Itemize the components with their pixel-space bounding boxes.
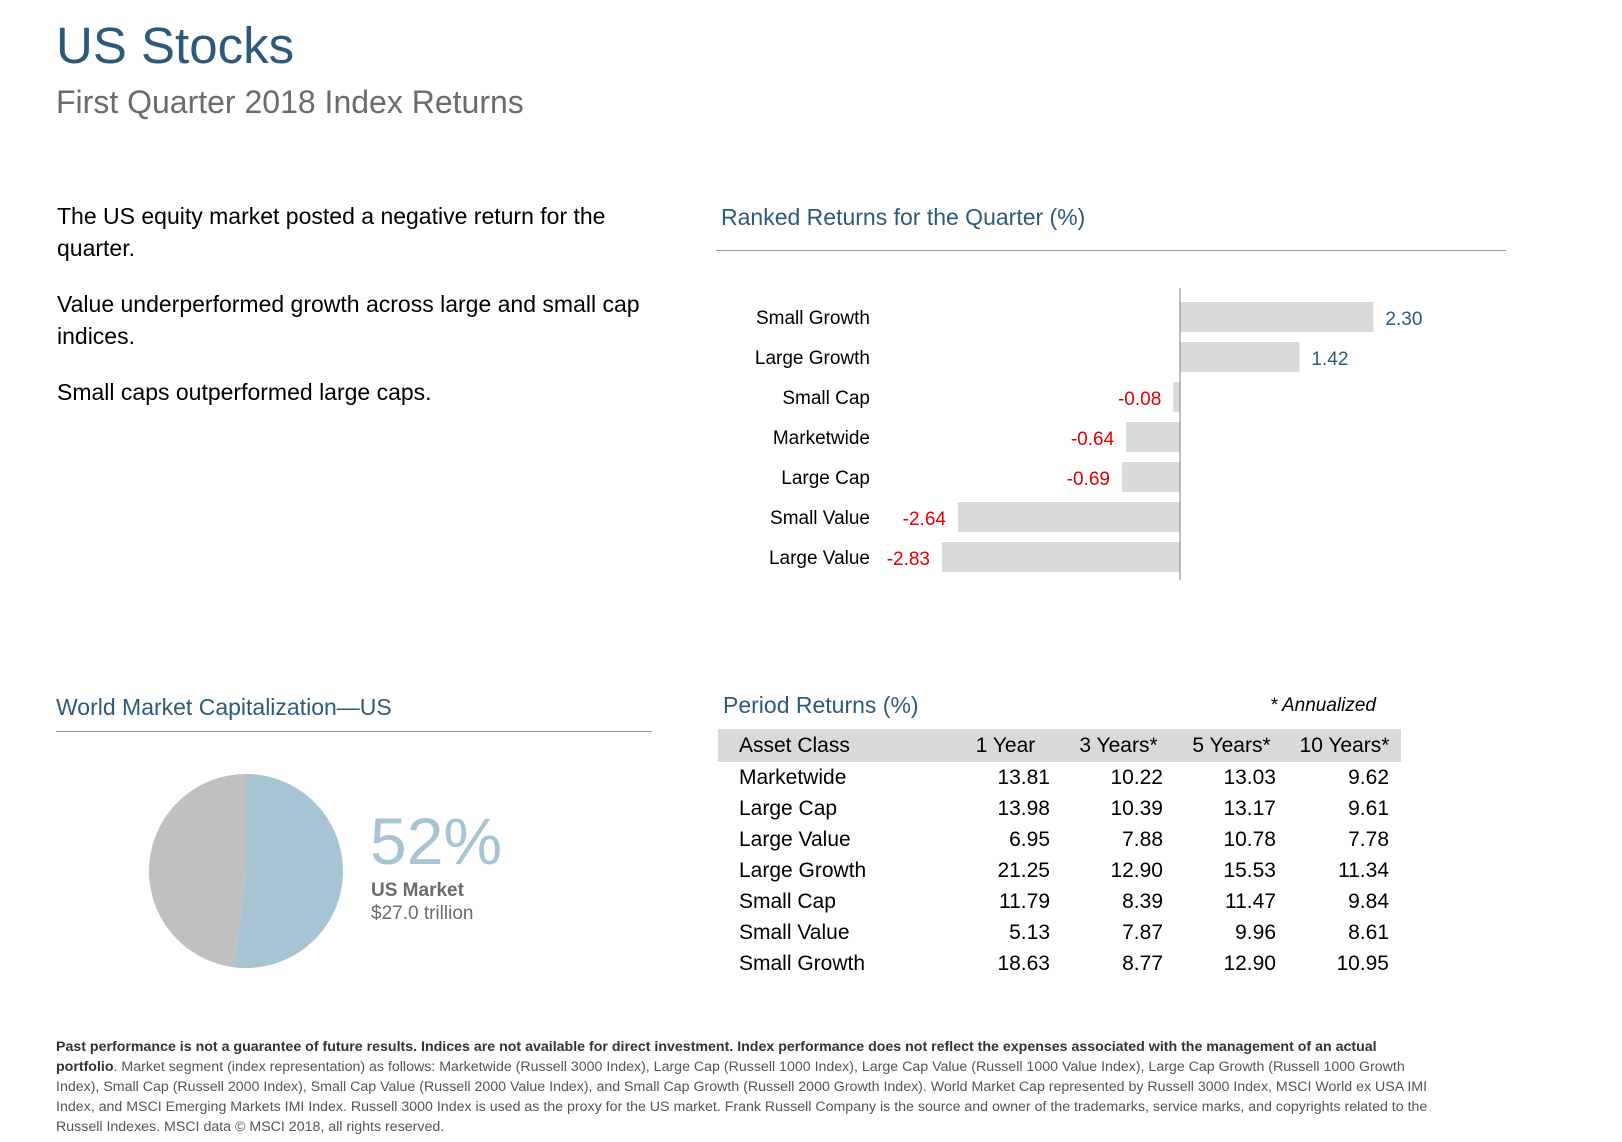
disclaimer-footnote: Past performance is not a guarantee of f… [56,1037,1431,1137]
return-cell: 13.03 [1223,765,1276,789]
table-row: Small Value 5.13 7.87 9.96 8.61 [718,917,1401,948]
return-cell: 8.77 [1122,951,1163,975]
page-title: US Stocks [56,17,295,74]
column-header: 3 Years* [1062,729,1175,762]
world-cap-divider [56,731,652,732]
column-header: Asset Class [718,729,949,762]
table-row: Marketwide 13.81 10.22 13.03 9.62 [718,762,1401,793]
return-cell: 9.96 [1235,920,1276,944]
category-label: Large Growth [755,348,870,369]
summary-bullets: The US equity market posted a negative r… [57,200,667,432]
return-cell: 15.53 [1223,858,1276,882]
return-cell: 8.61 [1348,920,1389,944]
return-cell: 11.34 [1338,858,1389,882]
return-cell: 12.90 [1110,858,1163,882]
bar [1180,342,1300,372]
category-label: Large Cap [781,468,870,489]
return-cell: 7.87 [1122,920,1163,944]
ranked-returns-divider [716,250,1506,251]
summary-bullet: The US equity market posted a negative r… [57,203,606,261]
table-header-row: Asset Class 1 Year 3 Years* 5 Years* 10 … [718,729,1401,762]
annualized-note: * Annualized [1270,695,1376,716]
return-cell: 13.17 [1223,796,1276,820]
bar [1126,422,1180,452]
table-row: Small Cap 11.79 8.39 11.47 9.84 [718,886,1401,917]
world-cap-title: World Market Capitalization—US [56,694,392,720]
us-market-share-percent: 52% [370,804,503,878]
disclaimer-bold: Past performance is not a guarantee of f… [56,1039,1377,1075]
period-returns-title: Period Returns (%) [723,692,919,718]
asset-class-cell: Large Value [739,827,851,851]
category-label: Small Value [770,508,870,529]
value-label: 1.42 [1311,349,1348,370]
category-label: Marketwide [773,428,870,449]
disclaimer-text: . Market segment (index representation) … [56,1059,1428,1135]
table-row: Large Growth 21.25 12.90 15.53 11.34 [718,855,1401,886]
return-cell: 11.79 [999,889,1050,913]
table-row: Large Cap 13.98 10.39 13.17 9.61 [718,793,1401,824]
ranked-returns-title: Ranked Returns for the Quarter (%) [721,204,1086,230]
pie-slice-rest-of-world [148,774,246,968]
value-label: -2.83 [887,549,930,570]
period-returns-table: Asset Class 1 Year 3 Years* 5 Years* 10 … [718,729,1401,979]
asset-class-cell: Marketwide [739,765,847,789]
table-row: Small Growth 18.63 8.77 12.90 10.95 [718,948,1401,979]
page-subtitle: First Quarter 2018 Index Returns [56,84,524,120]
return-cell: 10.39 [1110,796,1163,820]
return-cell: 12.90 [1223,951,1276,975]
return-cell: 21.25 [997,858,1050,882]
pie-slice-us-market [233,774,343,968]
asset-class-cell: Small Cap [739,889,836,913]
return-cell: 10.95 [1336,951,1389,975]
bar [1173,382,1180,412]
bar [942,542,1180,572]
column-header: 1 Year [949,729,1062,762]
asset-class-cell: Large Cap [739,796,838,820]
bar [957,502,1180,532]
return-cell: 5.13 [1009,920,1050,944]
category-label: Small Cap [782,388,870,409]
asset-class-cell: Small Growth [739,951,866,975]
return-cell: 13.98 [997,796,1050,820]
category-label: Large Value [769,548,870,569]
return-cell: 9.61 [1348,796,1389,820]
asset-class-cell: Small Value [739,920,850,944]
return-cell: 10.22 [1110,765,1163,789]
bar [1121,462,1180,492]
return-cell: 18.63 [997,951,1050,975]
world-cap-pie-chart [148,774,343,968]
value-label: -0.08 [1118,389,1161,410]
column-header: 5 Years* [1175,729,1288,762]
value-label: -0.64 [1071,429,1115,450]
column-header: 10 Years* [1288,729,1401,762]
return-cell: 6.95 [1009,827,1050,851]
us-market-value: $27.0 trillion [371,903,474,924]
summary-bullet: Small caps outperformed large caps. [57,379,432,405]
ranked-returns-chart: Small Growth 2.30 Large Growth 1.42 Small Ca… [755,288,1422,580]
value-label: -0.69 [1067,469,1110,490]
return-cell: 8.39 [1122,889,1163,913]
return-cell: 9.84 [1348,889,1389,913]
return-cell: 7.88 [1122,827,1163,851]
return-cell: 9.62 [1348,765,1389,789]
value-label: -2.64 [903,509,947,530]
return-cell: 13.81 [997,765,1050,789]
bar [1180,302,1374,332]
return-cell: 10.78 [1223,827,1276,851]
asset-class-cell: Large Growth [739,858,867,882]
summary-bullet: Value underperformed growth across large… [57,291,640,349]
us-market-label: US Market [371,880,464,901]
value-label: 2.30 [1385,309,1422,330]
return-cell: 11.47 [1225,889,1276,913]
return-cell: 7.78 [1348,827,1389,851]
table-row: Large Value 6.95 7.88 10.78 7.78 [718,824,1401,855]
category-label: Small Growth [756,308,870,329]
